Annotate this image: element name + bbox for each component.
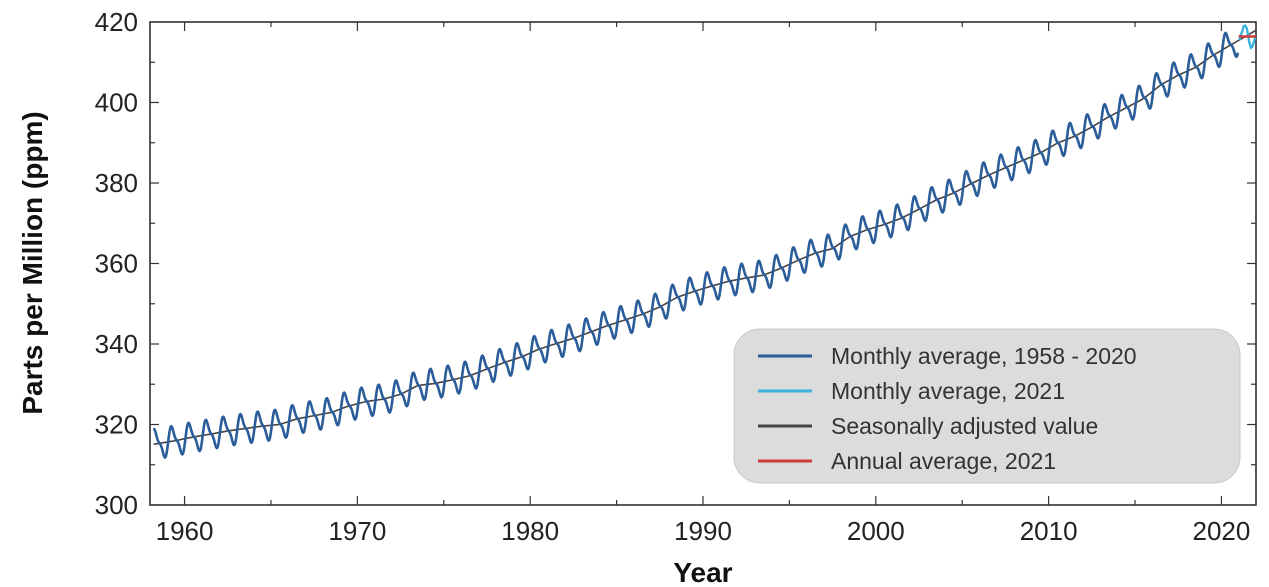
x-tick-label: 1960 — [156, 516, 214, 546]
axis-ticks — [150, 21, 1256, 506]
legend-box — [733, 328, 1241, 484]
legend: Monthly average, 1958 - 2020 Monthly ave… — [733, 328, 1241, 484]
y-tick-label: 360 — [95, 249, 138, 279]
x-tick-label: 2020 — [1193, 516, 1251, 546]
legend-label-1: Monthly average, 2021 — [831, 378, 1065, 404]
y-axis-title: Parts per Million (ppm) — [17, 111, 48, 414]
y-tick-label: 300 — [95, 490, 138, 520]
y-tick-label: 340 — [95, 329, 138, 359]
y-tick-label: 380 — [95, 168, 138, 198]
legend-label-3: Annual average, 2021 — [831, 448, 1056, 474]
series-monthly-2021 — [1238, 24, 1257, 50]
tick-labels: 1960 1970 1980 1990 2000 2010 2020 300 320 340 360… — [95, 7, 1251, 546]
x-tick-label: 2000 — [847, 516, 905, 546]
y-tick-label: 320 — [95, 410, 138, 440]
legend-label-0: Monthly average, 1958 - 2020 — [831, 343, 1137, 369]
legend-label-2: Seasonally adjusted value — [831, 413, 1098, 439]
y-tick-label: 420 — [95, 7, 138, 37]
series-monthly-1958-2020 — [152, 31, 1240, 459]
x-tick-label: 1990 — [674, 516, 732, 546]
x-axis-title: Year — [673, 557, 732, 587]
x-tick-label: 1980 — [501, 516, 559, 546]
x-tick-label: 2010 — [1020, 516, 1078, 546]
x-tick-label: 1970 — [328, 516, 386, 546]
series-layer — [152, 24, 1257, 459]
y-tick-label: 400 — [95, 88, 138, 118]
